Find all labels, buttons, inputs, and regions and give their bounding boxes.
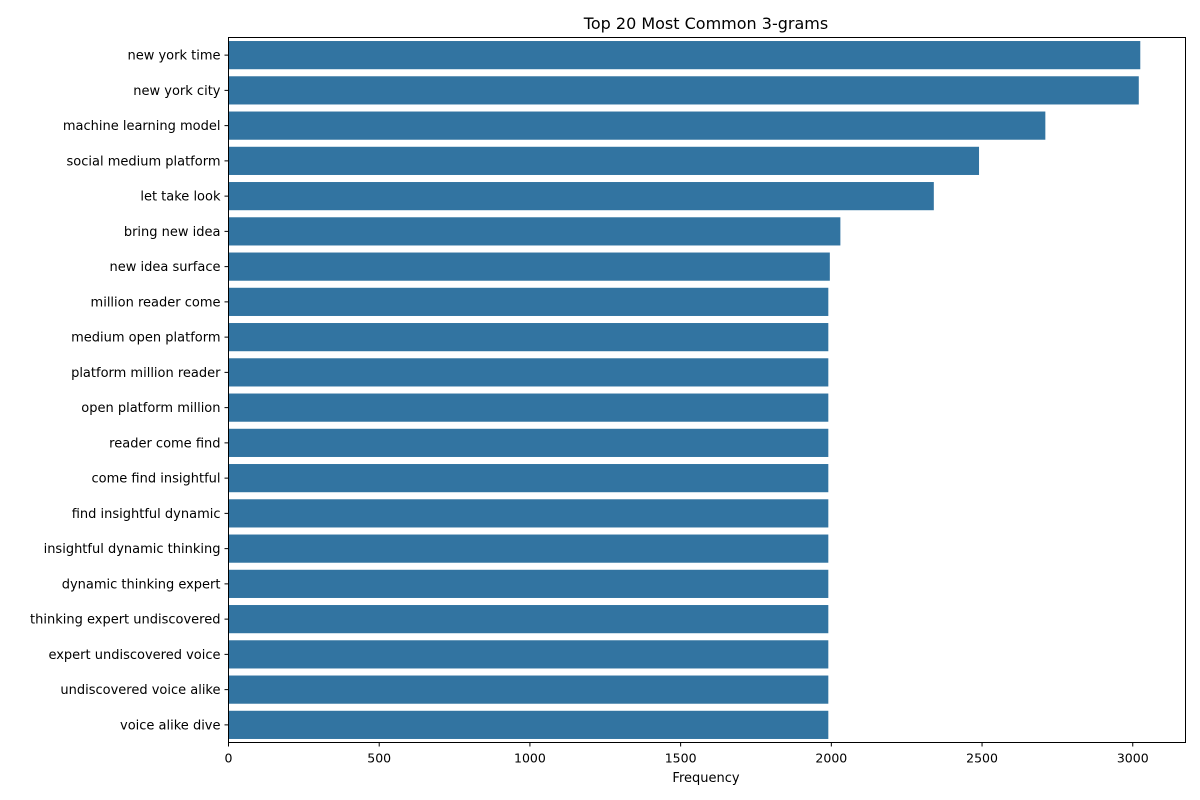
bar xyxy=(228,217,841,246)
bar xyxy=(228,640,829,669)
category-labels: new york time new york city machine learni… xyxy=(30,49,229,733)
category-label: reader come find xyxy=(109,436,220,451)
x-tick-label: 500 xyxy=(367,751,391,766)
category-label: come find insightful xyxy=(92,472,221,487)
category-label: social medium platform xyxy=(67,154,221,169)
category-label: platform million reader xyxy=(71,366,221,381)
category-label: bring new idea xyxy=(124,225,221,240)
category-label: new idea surface xyxy=(109,260,220,275)
bar xyxy=(228,76,1139,105)
x-tick-label: 1500 xyxy=(665,751,697,766)
bar xyxy=(228,111,1046,140)
x-tick-label: 2500 xyxy=(966,751,998,766)
category-label: expert undiscovered voice xyxy=(48,648,220,663)
category-label: million reader come xyxy=(91,295,221,310)
category-label: dynamic thinking expert xyxy=(62,577,221,592)
bars-group xyxy=(228,41,1141,739)
bar xyxy=(228,675,829,704)
chart-title: Top 20 Most Common 3-grams xyxy=(583,14,828,33)
category-label: new york city xyxy=(133,84,221,99)
category-label: find insightful dynamic xyxy=(72,507,221,522)
bar xyxy=(228,569,829,598)
category-label: open platform million xyxy=(81,401,220,416)
bar xyxy=(228,710,829,739)
bar xyxy=(228,287,829,316)
x-tick-label: 3000 xyxy=(1117,751,1149,766)
plot-frame xyxy=(228,37,1186,743)
category-label: voice alike dive xyxy=(120,718,220,733)
bar xyxy=(228,464,829,493)
category-label: thinking expert undiscovered xyxy=(30,613,220,628)
bar xyxy=(228,146,980,175)
bar xyxy=(228,252,830,281)
category-label: insightful dynamic thinking xyxy=(44,542,221,557)
x-tick-label: 1000 xyxy=(514,751,546,766)
x-tick-label: 2000 xyxy=(815,751,847,766)
bar xyxy=(228,323,829,352)
x-axis-label: Frequency xyxy=(672,771,739,786)
bar xyxy=(228,393,829,422)
bar xyxy=(228,605,829,634)
category-label: machine learning model xyxy=(63,119,221,134)
bar xyxy=(228,41,1141,70)
bar xyxy=(228,358,829,387)
x-axis-ticks: 0 500 1000 1500 2000 2500 3000 xyxy=(225,742,1149,766)
category-label: undiscovered voice alike xyxy=(60,683,220,698)
category-label: new york time xyxy=(127,49,220,64)
bar xyxy=(228,499,829,528)
category-label: let take look xyxy=(140,190,221,205)
bar xyxy=(228,534,829,563)
category-label: medium open platform xyxy=(71,331,220,346)
bar xyxy=(228,428,829,457)
x-tick-label: 0 xyxy=(225,751,233,766)
bar xyxy=(228,182,934,211)
